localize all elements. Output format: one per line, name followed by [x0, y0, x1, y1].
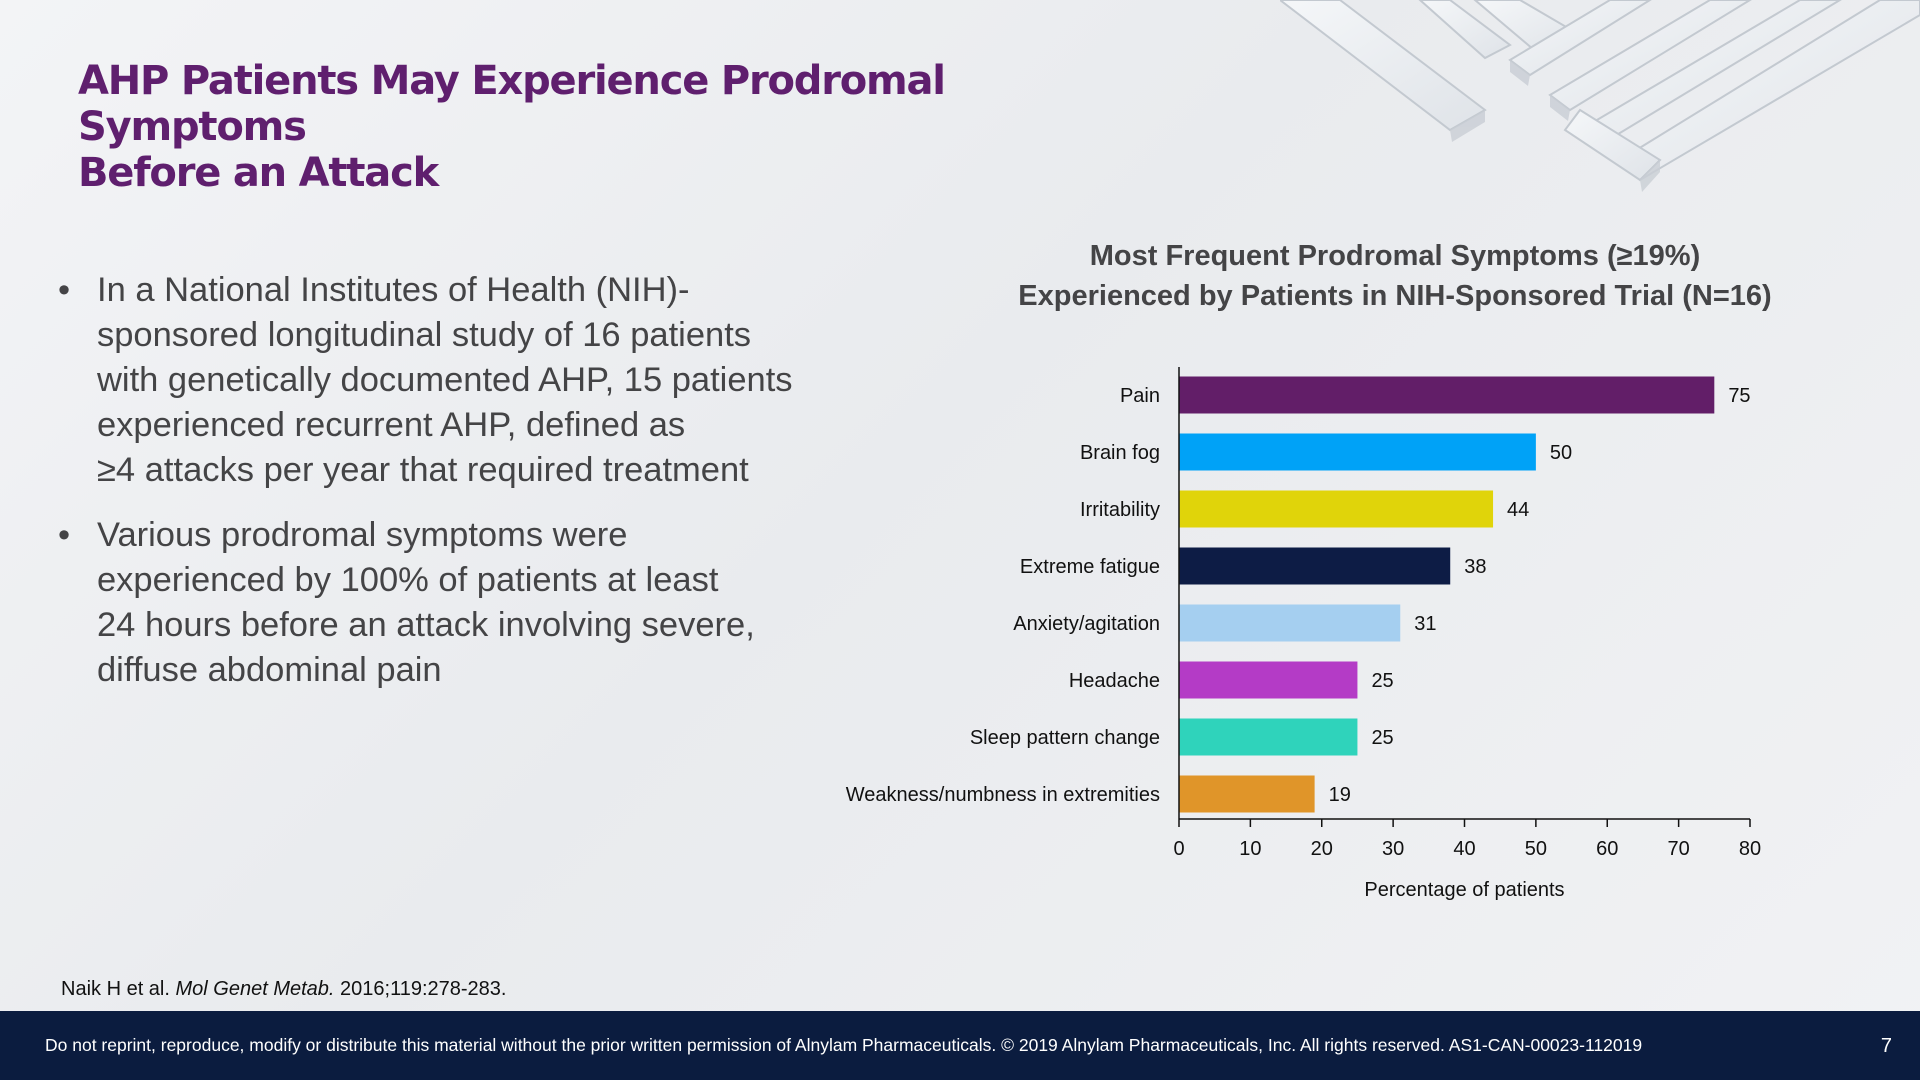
bar [1179, 661, 1358, 699]
chart-title: Most Frequent Prodromal Symptoms (≥19%) … [950, 236, 1840, 316]
data-label: 38 [1464, 556, 1486, 578]
citation-authors: Naik H et al. [61, 978, 170, 1000]
citation-details: 2016;119:278-283. [340, 978, 507, 1000]
data-label: 75 [1728, 385, 1750, 407]
chart-title-line: Most Frequent Prodromal Symptoms (≥19%) [1089, 240, 1701, 272]
bar [1179, 775, 1315, 813]
citation-journal: Mol Genet Metab. [175, 978, 335, 1000]
bar [1179, 547, 1451, 585]
footer-disclaimer: Do not reprint, reproduce, modify or dis… [45, 1035, 1643, 1055]
data-label: 50 [1550, 442, 1572, 464]
data-label: 25 [1371, 670, 1393, 692]
x-tick-label: 20 [1311, 838, 1333, 860]
chart-title-line: Experienced by Patients in NIH-Sponsored… [1018, 280, 1772, 312]
page-number: 7 [1880, 1035, 1892, 1057]
category-label: Headache [1069, 670, 1160, 692]
category-label: Brain fog [1080, 442, 1160, 464]
x-tick-label: 0 [1173, 838, 1184, 860]
x-axis-title: Percentage of patients [1364, 879, 1564, 901]
category-label: Anxiety/agitation [1013, 613, 1160, 635]
bar [1179, 718, 1358, 756]
bullet-line: ≥4 attacks per year that required treatm… [97, 451, 749, 489]
bar [1179, 490, 1494, 528]
bullet-list: In a National Institutes of Health (NIH)… [58, 268, 868, 713]
slide-title-line: AHP Patients May Experience Prodromal Sy… [78, 58, 946, 150]
data-label: 19 [1329, 784, 1351, 806]
bar [1179, 376, 1715, 414]
category-label: Pain [1120, 385, 1160, 407]
category-label: Weakness/numbness in extremities [846, 784, 1160, 806]
bullet-line: experienced by 100% of patients at least [97, 561, 719, 599]
bullet-item: In a National Institutes of Health (NIH)… [58, 268, 868, 493]
bullet-line: sponsored longitudinal study of 16 patie… [97, 316, 752, 354]
bullet-item: Various prodromal symptoms were experien… [58, 513, 868, 693]
slide-title: AHP Patients May Experience Prodromal Sy… [78, 58, 1178, 196]
bullet-line: 24 hours before an attack involving seve… [97, 606, 755, 644]
x-tick-label: 70 [1668, 838, 1690, 860]
bullet-line: Various prodromal symptoms were [97, 516, 628, 554]
x-tick-label: 80 [1739, 838, 1761, 860]
bar [1179, 433, 1536, 471]
bullet-line: with genetically documented AHP, 15 pati… [97, 361, 793, 399]
citation: Naik H et al. Mol Genet Metab. 2016;119:… [61, 978, 506, 1001]
data-label: 25 [1371, 727, 1393, 749]
x-tick-label: 50 [1525, 838, 1547, 860]
category-label: Extreme fatigue [1020, 556, 1160, 578]
data-label: 31 [1414, 613, 1436, 635]
slide-title-line: Before an Attack [78, 150, 439, 196]
data-label: 44 [1507, 499, 1529, 521]
category-label: Irritability [1080, 499, 1160, 521]
bar-chart: Pain 75 Brain fog 50 Irritability 44 Extreme f… [846, 367, 1761, 901]
category-label: Sleep pattern change [970, 727, 1160, 749]
x-tick-label: 30 [1382, 838, 1404, 860]
x-tick-label: 40 [1453, 838, 1475, 860]
x-tick-label: 60 [1596, 838, 1618, 860]
x-tick-label: 10 [1239, 838, 1261, 860]
bullet-line: In a National Institutes of Health (NIH)… [97, 271, 690, 309]
bullet-line: experienced recurrent AHP, defined as [97, 406, 686, 444]
bullet-line: diffuse abdominal pain [97, 651, 442, 689]
bar [1179, 604, 1401, 642]
footer-bar: Do not reprint, reproduce, modify or dis… [0, 1011, 1920, 1080]
